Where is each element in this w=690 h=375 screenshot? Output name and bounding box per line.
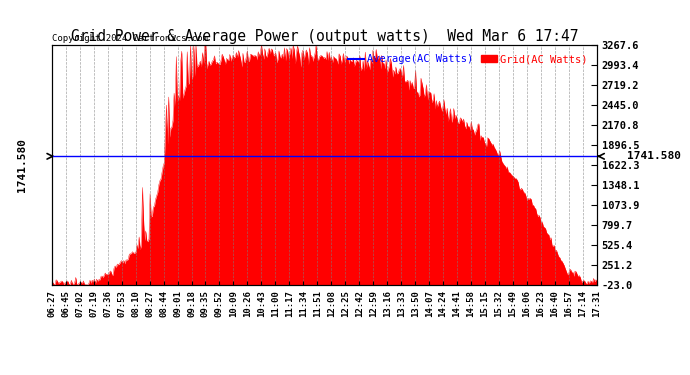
Title: Grid Power & Average Power (output watts)  Wed Mar 6 17:47: Grid Power & Average Power (output watts… xyxy=(70,29,578,44)
Text: 1741.580: 1741.580 xyxy=(627,151,681,161)
Legend: Average(AC Watts), Grid(AC Watts): Average(AC Watts), Grid(AC Watts) xyxy=(344,50,591,69)
Text: 1741.580: 1741.580 xyxy=(17,138,27,192)
Text: Copyright 2024 Cartronics.com: Copyright 2024 Cartronics.com xyxy=(52,34,208,43)
